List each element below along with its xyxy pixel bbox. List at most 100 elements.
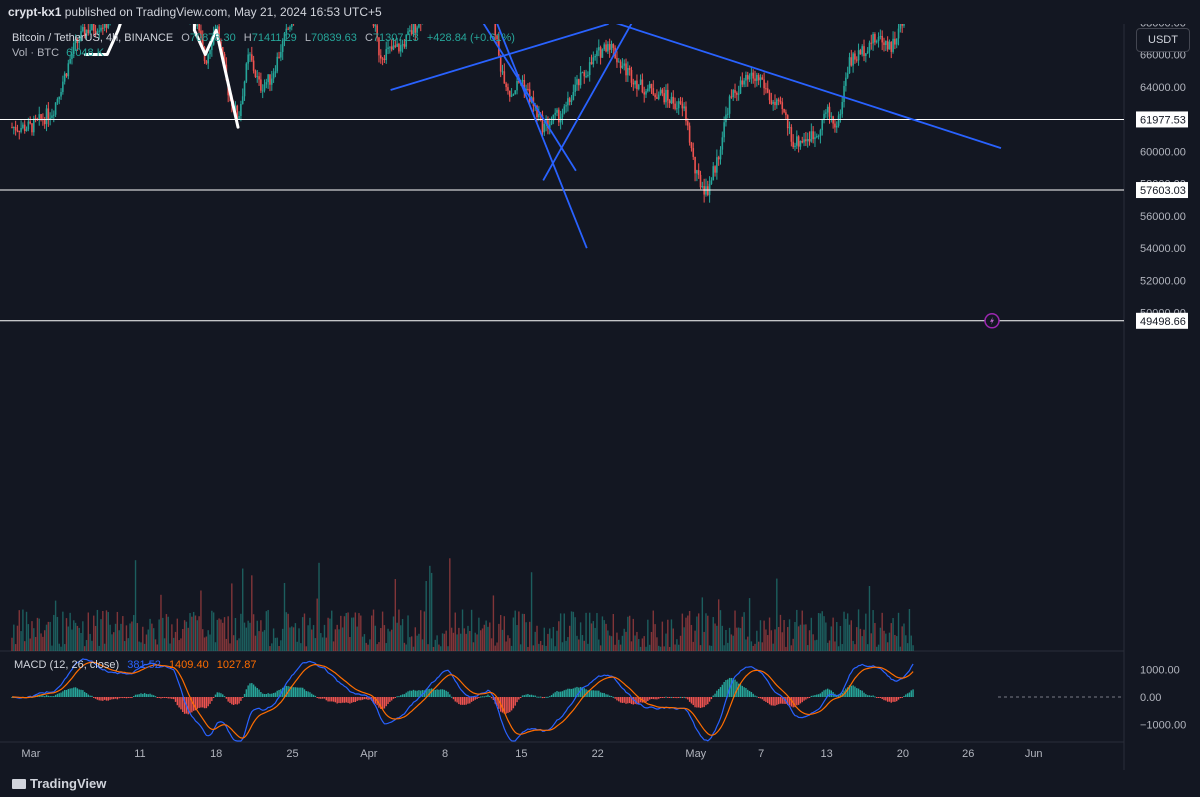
macd-histogram-bar — [854, 686, 856, 697]
candle-body — [410, 30, 413, 35]
macd-histogram-bar — [852, 685, 854, 697]
macd-histogram-bar — [113, 697, 115, 700]
volume-bar — [58, 643, 60, 651]
volume-bar — [636, 631, 638, 651]
candle-body — [627, 67, 629, 76]
volume-bar — [240, 613, 242, 651]
open-value: 70878.30 — [189, 32, 236, 44]
volume-bar — [405, 644, 407, 651]
volume-bar — [569, 625, 571, 651]
candle-body — [886, 40, 889, 50]
trendline — [615, 24, 1002, 149]
volume-bar — [229, 643, 231, 651]
volume-bar — [245, 627, 248, 651]
volume-bar — [783, 619, 785, 651]
volume-bar — [225, 638, 228, 651]
candle-body — [91, 24, 93, 31]
macd-histogram-bar — [167, 697, 169, 699]
tradingview-brand[interactable]: TradingView — [12, 776, 106, 791]
macd-histogram-bar — [309, 692, 311, 697]
candle-body — [628, 67, 631, 70]
macd-histogram-bar — [156, 697, 159, 698]
macd-histogram-bar — [63, 690, 66, 697]
volume-label[interactable]: Vol · BTC — [12, 47, 60, 59]
macd-histogram-bar — [648, 697, 651, 700]
volume-bar — [345, 612, 347, 651]
macd-histogram-bar — [668, 697, 671, 698]
macd-histogram-bar — [583, 688, 585, 697]
volume-bar — [136, 623, 139, 651]
volume-bar — [314, 638, 317, 651]
candle-body — [766, 88, 769, 93]
volume-bar — [33, 628, 35, 651]
currency-button[interactable]: USDT — [1136, 28, 1190, 52]
volume-bar — [736, 627, 738, 651]
candle-body — [734, 90, 736, 93]
volume-bar — [641, 638, 644, 651]
macd-params[interactable]: MACD (12, 26, close) — [14, 659, 120, 671]
volume-bar — [510, 645, 513, 651]
low-value: 70839.63 — [311, 32, 357, 44]
volume-bar — [49, 621, 51, 651]
macd-histogram-bar — [114, 697, 117, 699]
volume-bar — [565, 640, 567, 651]
volume-bar — [672, 628, 674, 651]
candle-body — [289, 27, 291, 30]
candle-body — [737, 93, 740, 95]
volume-bar — [870, 633, 872, 651]
macd-histogram-bar — [623, 697, 625, 703]
volume-bar — [447, 646, 449, 651]
volume-bar — [200, 590, 202, 651]
chart-canvas[interactable]: 50000.0052000.0054000.0056000.0058000.00… — [0, 24, 1200, 770]
macd-histogram-bar — [476, 697, 478, 699]
volume-bar — [165, 614, 168, 651]
candle-body — [505, 83, 507, 88]
candle-body — [567, 98, 569, 106]
macd-histogram-bar — [245, 689, 248, 697]
macd-histogram-bar — [525, 694, 527, 697]
macd-histogram-bar — [650, 697, 653, 699]
volume-bar — [527, 646, 529, 651]
volume-bar — [323, 624, 326, 651]
macd-histogram-bar — [608, 695, 611, 697]
candle-body — [254, 70, 257, 77]
macd-histogram-bar — [489, 695, 491, 697]
macd-histogram-bar — [559, 691, 562, 697]
macd-histogram-bar — [354, 697, 357, 703]
candle-body — [706, 186, 709, 195]
volume-bar — [318, 562, 320, 651]
candle-body — [763, 79, 765, 89]
y-tick-label: 56000.00 — [1140, 211, 1186, 223]
volume-bar — [387, 628, 389, 651]
symbol-title[interactable]: Bitcoin / TetherUS, 4h, BINANCE — [12, 32, 174, 44]
volume-bar — [499, 615, 502, 651]
macd-histogram-bar — [71, 688, 73, 697]
volume-bar — [639, 646, 642, 651]
candle-body — [779, 101, 782, 103]
macd-histogram-bar — [605, 694, 607, 697]
macd-histogram-bar — [291, 686, 293, 697]
y-tick-label: 60000.00 — [1140, 146, 1186, 158]
macd-histogram-bar — [49, 696, 51, 698]
macd-histogram-bar — [563, 690, 565, 697]
volume-bar — [901, 626, 903, 651]
volume-bar — [529, 621, 531, 651]
candle-body — [27, 121, 30, 130]
macd-histogram-bar — [294, 687, 297, 697]
volume-bar — [363, 634, 366, 651]
candle-body — [554, 112, 556, 115]
volume-bar — [879, 627, 882, 651]
volume-bar — [776, 578, 778, 651]
author-name[interactable]: crypt-kx1 — [8, 5, 62, 19]
volume-bar — [303, 613, 306, 651]
candle-body — [18, 130, 21, 132]
candle-body — [596, 50, 598, 57]
volume-bar — [897, 612, 900, 651]
candle-body — [634, 80, 636, 85]
macd-histogram-bar — [481, 696, 484, 698]
volume-bar — [687, 615, 689, 651]
candle-body — [11, 127, 13, 129]
macd-histogram-bar — [670, 696, 673, 698]
candle-body — [52, 114, 55, 116]
volume-bar — [834, 641, 836, 651]
